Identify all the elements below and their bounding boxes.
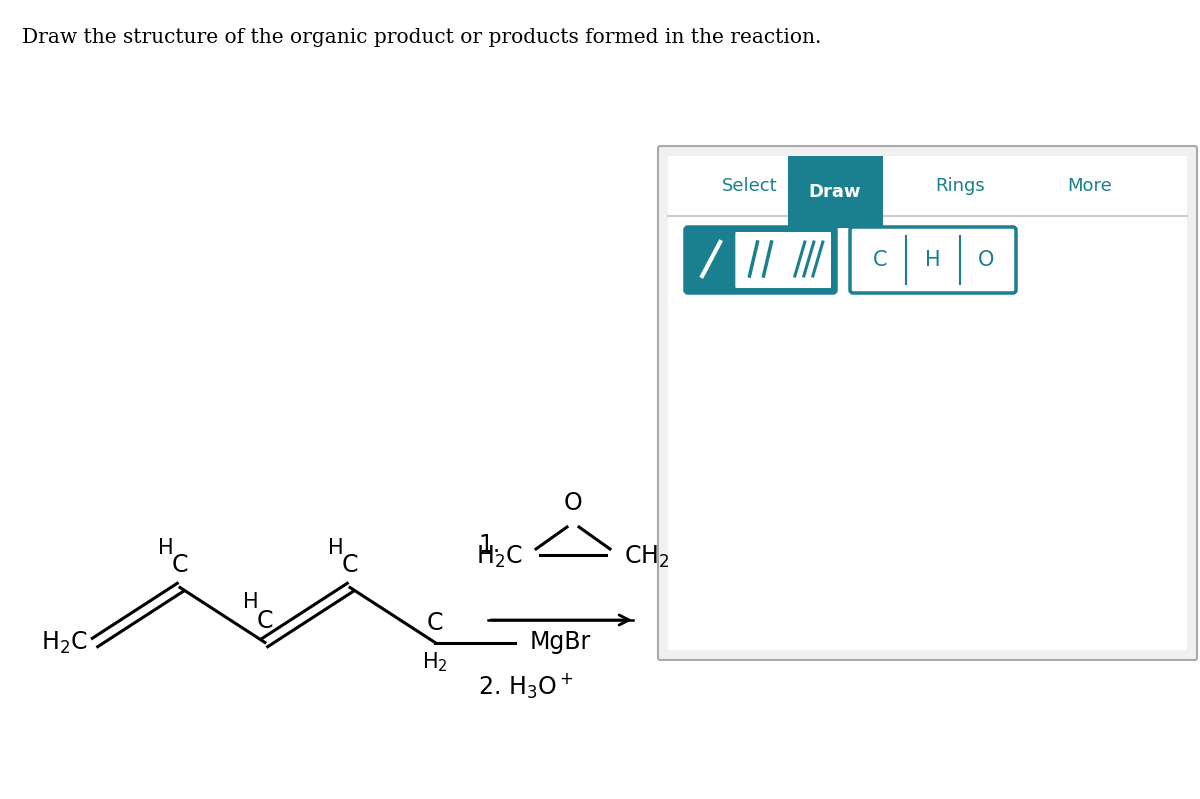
Text: H$_2$: H$_2$ <box>422 650 448 674</box>
FancyBboxPatch shape <box>685 227 836 293</box>
Text: H: H <box>925 250 941 270</box>
Text: MgBr: MgBr <box>530 630 592 654</box>
Bar <box>668 156 1187 216</box>
Text: H$_2$C: H$_2$C <box>41 630 88 656</box>
FancyBboxPatch shape <box>736 232 830 288</box>
Text: C: C <box>342 554 359 578</box>
Text: Select: Select <box>722 177 778 195</box>
Text: 1.: 1. <box>478 533 500 557</box>
Text: 2. H$_3$O$^+$: 2. H$_3$O$^+$ <box>478 672 574 702</box>
Text: Draw the structure of the organic product or products formed in the reaction.: Draw the structure of the organic produc… <box>22 28 821 47</box>
Text: O: O <box>564 491 582 515</box>
Text: CH$_2$: CH$_2$ <box>624 544 670 570</box>
Bar <box>787 156 882 228</box>
FancyBboxPatch shape <box>850 227 1016 293</box>
Text: H$_2$C: H$_2$C <box>475 544 522 570</box>
Text: H: H <box>158 538 174 558</box>
Text: Rings: Rings <box>935 177 985 195</box>
Text: C: C <box>427 610 443 634</box>
FancyBboxPatch shape <box>658 146 1198 660</box>
Text: O: O <box>978 250 995 270</box>
Text: More: More <box>1068 177 1112 195</box>
Text: H: H <box>244 593 259 613</box>
Bar <box>668 156 1187 650</box>
Text: Draw: Draw <box>809 183 862 201</box>
Text: C: C <box>172 554 188 578</box>
Text: C: C <box>872 250 887 270</box>
Text: C: C <box>257 609 274 633</box>
Text: H: H <box>328 538 344 558</box>
